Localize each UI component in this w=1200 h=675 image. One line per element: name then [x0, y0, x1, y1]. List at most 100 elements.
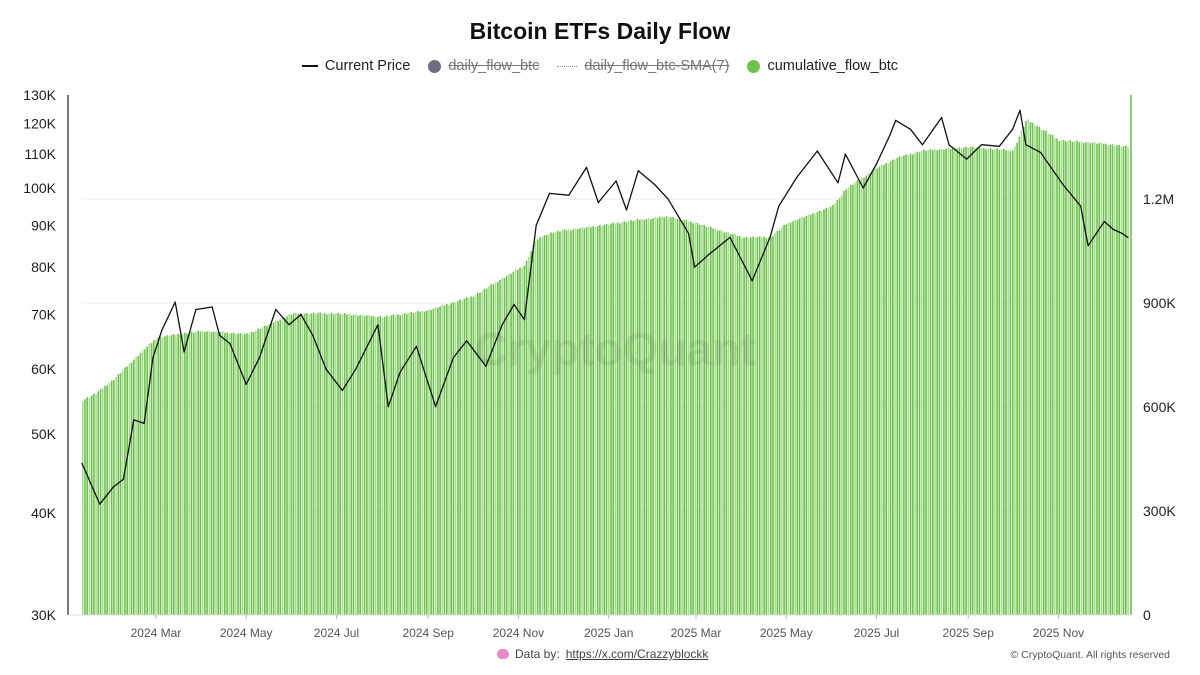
cumulative-flow-bar: [940, 148, 943, 615]
cumulative-flow-bar: [1122, 146, 1125, 615]
cumulative-flow-bar: [352, 314, 355, 615]
cumulative-flow-bar: [947, 147, 950, 615]
cumulative-flow-bar: [1038, 126, 1041, 616]
cumulative-flow-bar: [99, 388, 102, 615]
cumulative-flow-bar: [576, 229, 579, 616]
cumulative-flow-bar: [548, 233, 550, 615]
cumulative-flow-bar: [204, 331, 206, 615]
cumulative-flow-bar: [841, 194, 843, 615]
cumulative-flow-bar: [965, 146, 967, 616]
cumulative-flow-bar: [1007, 149, 1009, 616]
cumulative-flow-bar: [643, 220, 646, 615]
cumulative-flow-bar: [878, 166, 881, 615]
cumulative-flow-bar: [983, 147, 985, 615]
dot-swatch-icon: [747, 59, 761, 73]
cumulative-flow-bar: [907, 155, 910, 615]
cumulative-flow-bar: [1005, 150, 1007, 615]
cumulative-flow-bar: [1089, 143, 1092, 616]
cumulative-flow-bar: [747, 238, 750, 615]
cumulative-flow-bar: [554, 232, 557, 615]
cumulative-flow-bar: [745, 236, 748, 615]
price-point: [889, 134, 891, 136]
cumulative-flow-bar: [778, 230, 781, 615]
cumulative-flow-bar: [426, 310, 428, 615]
cumulative-flow-bar: [430, 310, 432, 615]
cumulative-flow-bar: [321, 313, 324, 615]
cumulative-flow-bar: [512, 271, 515, 615]
cumulative-flow-bar: [217, 332, 219, 615]
cumulative-flow-bar: [783, 224, 785, 615]
cumulative-flow-bar: [916, 151, 918, 615]
x-tick-label: 2025 Mar: [671, 626, 722, 640]
cumulative-flow-bar: [363, 316, 366, 615]
cumulative-flow-bar: [958, 147, 961, 615]
cumulative-flow-bar: [232, 332, 235, 615]
cumulative-flow-bar: [716, 230, 719, 615]
cumulative-flow-bar: [1014, 146, 1016, 615]
cumulative-flow-bar: [1087, 141, 1089, 616]
cumulative-flow-bar: [441, 304, 444, 615]
cumulative-flow-bar: [829, 206, 832, 615]
cumulative-flow-bar: [259, 329, 262, 615]
cumulative-flow-bar: [310, 313, 313, 615]
cumulative-flow-bar: [88, 397, 91, 615]
cumulative-flow-bar: [248, 333, 250, 615]
cumulative-flow-bar: [656, 218, 659, 615]
cumulative-flow-bar: [849, 185, 852, 615]
cumulative-flow-bar: [581, 227, 583, 616]
price-point: [693, 266, 696, 268]
cumulative-flow-bar: [485, 288, 488, 615]
cumulative-flow-bar: [923, 149, 925, 615]
cumulative-flow-bar: [155, 339, 157, 615]
cumulative-flow-bar: [166, 335, 168, 615]
cumulative-flow-bar: [113, 380, 115, 615]
legend-item-cumulative-flow[interactable]: cumulative_flow_btc: [747, 58, 898, 74]
cumulative-flow-bar: [583, 228, 586, 616]
price-point: [796, 177, 798, 179]
right-tick-label: 1.2M: [1143, 191, 1174, 207]
cumulative-flow-bar: [206, 331, 208, 615]
price-point: [535, 224, 537, 226]
legend-item-daily-flow[interactable]: daily_flow_btc: [428, 58, 539, 74]
cumulative-flow-bar: [592, 226, 594, 615]
cumulative-flow-bar: [303, 313, 306, 615]
legend-item-current-price[interactable]: Current Price: [301, 58, 410, 74]
source-link[interactable]: https://x.com/Crazzyblockk: [565, 647, 709, 661]
x-tick-label: 2025 Sep: [943, 626, 995, 640]
cumulative-flow-bar: [980, 148, 983, 615]
cumulative-flow-bar: [934, 149, 936, 616]
cumulative-flow-bar: [725, 232, 728, 616]
cumulative-flow-bar: [439, 306, 441, 615]
price-point: [341, 389, 343, 392]
cumulative-flow-bar: [605, 223, 608, 616]
cumulative-flow-bar: [936, 150, 938, 615]
cumulative-flow-bar: [756, 237, 759, 615]
legend-item-daily-flow-sma[interactable]: daily_flow_btc-SMA(7): [557, 58, 729, 74]
cumulative-flow-bar: [774, 233, 776, 615]
cumulative-flow-bar: [798, 218, 801, 615]
cumulative-flow-bar: [1045, 130, 1047, 615]
cumulative-flow-bar: [971, 146, 974, 615]
x-tick-label: 2024 May: [220, 626, 273, 640]
cumulative-flow-bar: [718, 230, 721, 615]
cumulative-flow-bar: [119, 373, 122, 615]
cumulative-flow-bar: [734, 234, 737, 615]
cumulative-flow-bar: [505, 275, 508, 615]
cumulative-flow-bar: [1109, 144, 1112, 615]
cumulative-flow-bar: [1029, 122, 1032, 615]
cumulative-flow-bar: [552, 233, 555, 616]
cumulative-flow-bar: [97, 391, 100, 615]
left-tick-label: 70K: [31, 307, 57, 323]
cumulative-flow-bar: [468, 297, 470, 615]
cumulative-flow-bar: [943, 149, 945, 616]
cumulative-flow-bar: [401, 314, 404, 615]
cumulative-flow-bar: [967, 147, 970, 615]
cumulative-flow-bar: [925, 150, 927, 615]
cumulative-flow-bar: [752, 236, 754, 615]
left-tick-label: 90K: [31, 217, 57, 233]
cumulative-flow-bar: [137, 355, 140, 615]
x-tick-label: 2025 Jan: [584, 626, 633, 640]
cumulative-flow-bar: [264, 325, 266, 615]
cumulative-flow-bar: [239, 333, 242, 615]
